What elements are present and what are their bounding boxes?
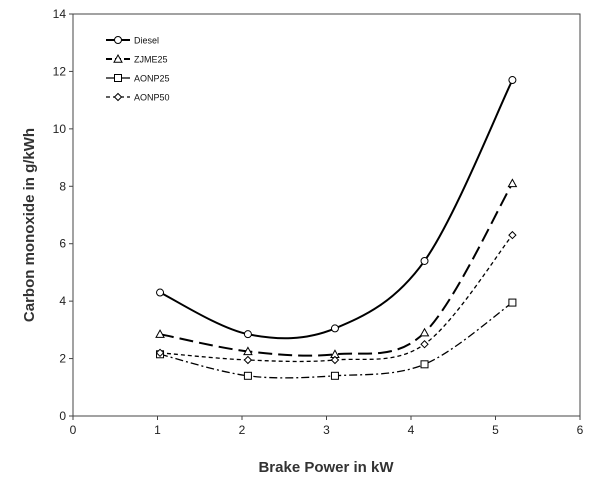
data-point (243, 330, 252, 339)
legend: Diesel ZJME25 AONP25 AONP50 (106, 36, 170, 103)
data-point (243, 355, 253, 365)
x-tick-label: 1 (154, 423, 161, 437)
series-aonp50 (155, 230, 517, 365)
data-point (243, 346, 253, 356)
x-tick-label: 4 (408, 423, 415, 437)
legend-marker (114, 74, 122, 82)
data-point (420, 256, 429, 265)
y-tick-label: 2 (59, 352, 66, 366)
data-point (155, 329, 165, 338)
data-point (420, 360, 429, 369)
legend-item: Diesel (106, 36, 159, 46)
data-point (508, 76, 517, 85)
legend-label: AONP25 (134, 74, 170, 84)
legend-label: ZJME25 (134, 55, 168, 65)
legend-label: Diesel (134, 36, 159, 46)
series-line (159, 182, 514, 357)
y-tick-label: 8 (59, 179, 66, 193)
x-tick-label: 6 (577, 423, 584, 437)
x-axis-title: Brake Power in kW (258, 459, 394, 476)
y-tick-label: 0 (59, 409, 66, 423)
data-point (330, 324, 339, 333)
y-axis-title: Carbon monoxide in g/kWh (21, 128, 38, 322)
data-point (243, 371, 252, 380)
x-tick-label: 0 (70, 423, 77, 437)
data-point (508, 298, 517, 307)
series-line (159, 79, 514, 340)
y-tick-label: 4 (59, 294, 66, 308)
y-tick-label: 10 (53, 122, 67, 136)
legend-marker (114, 36, 122, 44)
data-point (155, 348, 165, 358)
y-tick-label: 6 (59, 237, 66, 251)
legend-label: AONP50 (134, 93, 170, 103)
legend-marker (113, 53, 123, 63)
legend-item: AONP25 (106, 74, 170, 84)
legend-item: AONP50 (106, 93, 170, 103)
x-tick-label: 2 (239, 423, 246, 437)
series-layer (155, 76, 518, 380)
data-point (330, 355, 340, 365)
data-point (156, 288, 165, 297)
data-point (330, 371, 339, 380)
series-zjme25 (155, 178, 518, 358)
series-diesel (156, 76, 517, 340)
y-tick-label: 14 (53, 7, 67, 21)
data-point (508, 230, 517, 240)
series-aonp25 (156, 298, 517, 380)
y-tick-label: 12 (53, 64, 67, 78)
data-point (419, 327, 430, 337)
legend-item: ZJME25 (106, 53, 168, 65)
x-tick-label: 3 (323, 423, 330, 437)
data-point (507, 178, 518, 188)
data-point (420, 340, 429, 349)
legend-marker (113, 92, 123, 102)
x-tick-label: 5 (492, 423, 499, 437)
